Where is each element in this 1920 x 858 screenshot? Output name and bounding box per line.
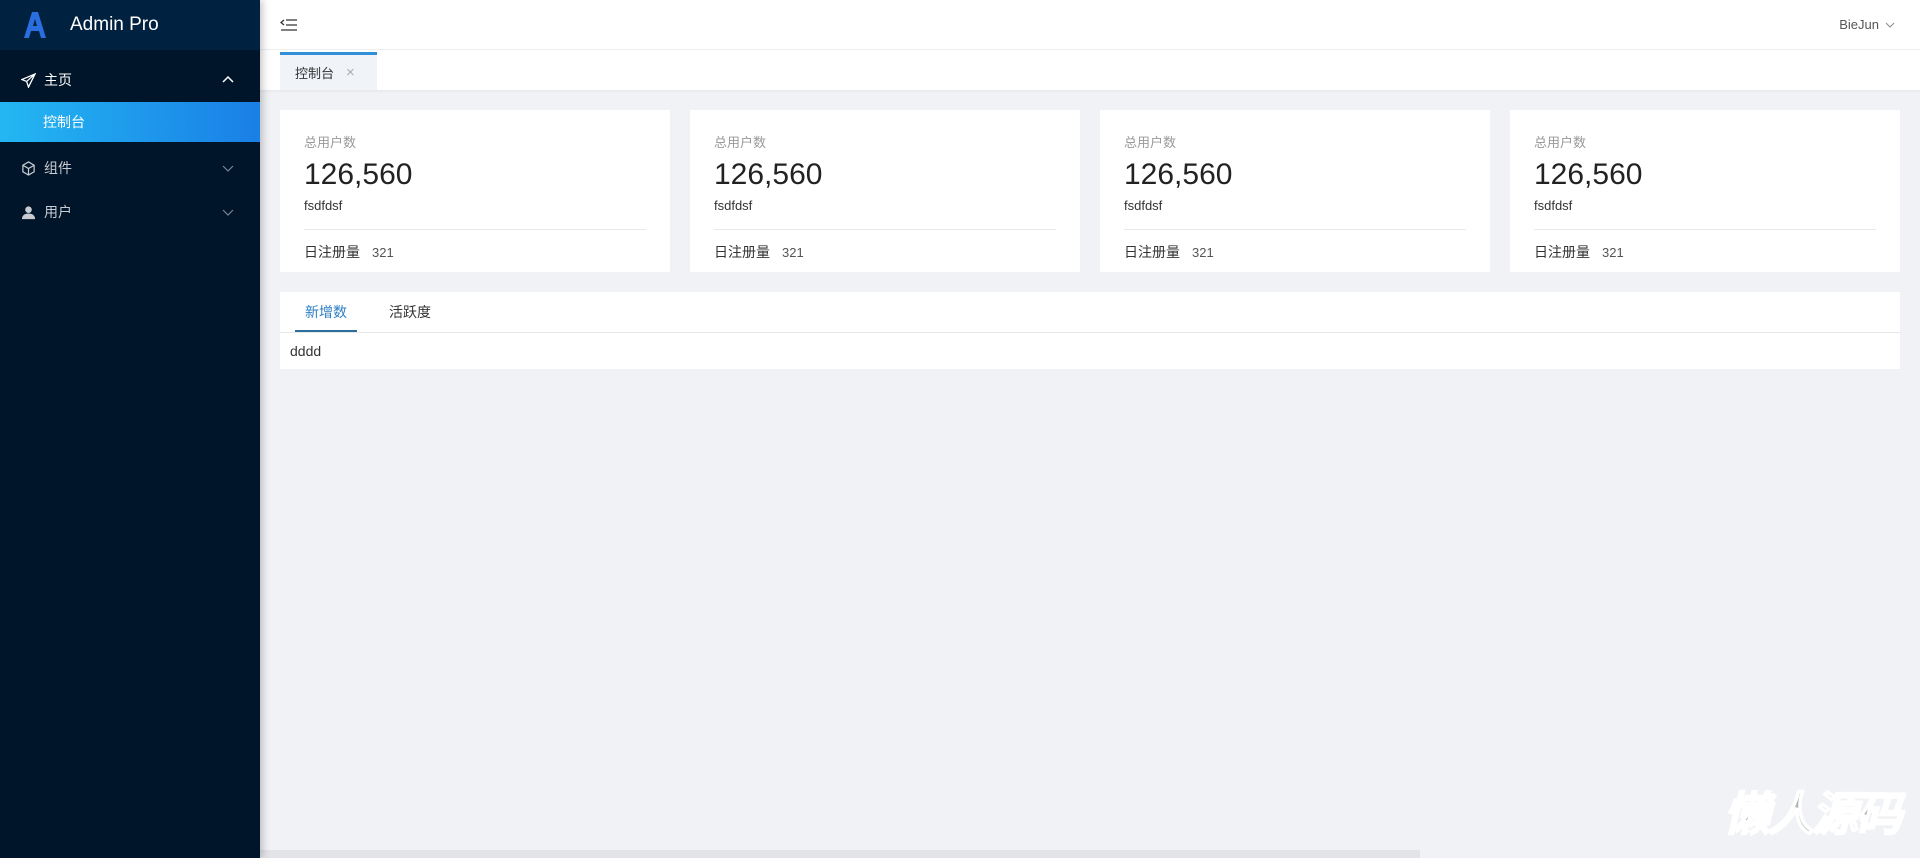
card-title: 总用户数 bbox=[1124, 135, 1177, 150]
card-foot-label: 日注册量 bbox=[1124, 244, 1180, 260]
card-sub: fsdfdsf bbox=[1124, 198, 1163, 213]
tab-bar: 控制台 × bbox=[260, 50, 1920, 90]
sidebar-item-label: 控制台 bbox=[43, 114, 85, 130]
card-value: 126,560 bbox=[1534, 158, 1643, 191]
menu-fold-icon[interactable] bbox=[280, 17, 298, 33]
divider bbox=[304, 229, 646, 230]
chevron-up-icon bbox=[222, 75, 234, 83]
stat-card: 总用户数 126,560 fsdfdsf 日注册量 321 bbox=[1100, 110, 1490, 272]
card-title: 总用户数 bbox=[1534, 135, 1587, 150]
close-icon[interactable]: × bbox=[346, 64, 355, 81]
sidebar-item-label: 组件 bbox=[44, 160, 72, 176]
tab-label: 控制台 bbox=[295, 66, 335, 81]
card-foot-value: 321 bbox=[372, 245, 394, 260]
tab-content: dddd bbox=[290, 343, 322, 359]
card-foot-label: 日注册量 bbox=[304, 244, 360, 260]
card-foot-value: 321 bbox=[782, 245, 804, 260]
horizontal-scrollbar[interactable] bbox=[260, 850, 1420, 858]
card-value: 126,560 bbox=[714, 158, 823, 191]
card-foot-label: 日注册量 bbox=[1534, 244, 1590, 260]
stat-cards: 总用户数 126,560 fsdfdsf 日注册量 321 总用户数 126,560 fsd… bbox=[280, 110, 1900, 272]
divider bbox=[1124, 229, 1466, 230]
tab-dashboard[interactable]: 控制台 × bbox=[280, 52, 377, 90]
watermark: 懒人源码 bbox=[1723, 787, 1903, 841]
divider bbox=[714, 229, 1056, 230]
paper-plane-icon bbox=[20, 72, 36, 88]
stat-card: 总用户数 126,560 fsdfdsf 日注册量 321 bbox=[280, 110, 670, 272]
logo[interactable]: Admin Pro bbox=[0, 0, 260, 50]
tabs-panel: 新增数 活跃度 dddd bbox=[280, 292, 1900, 369]
card-value: 126,560 bbox=[1124, 158, 1233, 191]
chevron-down-icon bbox=[1885, 22, 1895, 28]
chevron-down-icon bbox=[222, 209, 234, 216]
card-value: 126,560 bbox=[304, 158, 413, 191]
card-sub: fsdfdsf bbox=[304, 198, 343, 213]
header: BieJun bbox=[260, 0, 1920, 50]
stat-card: 总用户数 126,560 fsdfdsf 日注册量 321 bbox=[1510, 110, 1900, 272]
cube-icon bbox=[20, 160, 36, 176]
user-icon bbox=[20, 204, 36, 220]
username: BieJun bbox=[1839, 17, 1879, 32]
logo-icon bbox=[24, 12, 46, 38]
main-area: BieJun 控制台 × 总用户数 126,560 fsdfdsf 日注册量 321 总… bbox=[260, 0, 1920, 858]
app-title: Admin Pro bbox=[70, 14, 159, 35]
tab-activity[interactable]: 活跃度 bbox=[389, 304, 431, 320]
card-title: 总用户数 bbox=[304, 135, 357, 150]
card-sub: fsdfdsf bbox=[1534, 198, 1573, 213]
sidebar-item-label: 用户 bbox=[44, 204, 72, 220]
divider bbox=[1534, 229, 1876, 230]
sidebar-item-dashboard[interactable]: 控制台 bbox=[0, 102, 260, 142]
card-title: 总用户数 bbox=[714, 135, 767, 150]
stat-card: 总用户数 126,560 fsdfdsf 日注册量 321 bbox=[690, 110, 1080, 272]
sidebar-item-components[interactable]: 组件 bbox=[0, 146, 260, 190]
chevron-down-icon bbox=[222, 165, 234, 172]
user-menu[interactable]: BieJun bbox=[1839, 17, 1896, 32]
sidebar: Admin Pro 主页 控制台 组件 用户 bbox=[0, 0, 260, 858]
card-sub: fsdfdsf bbox=[714, 198, 753, 213]
sidebar-item-label: 主页 bbox=[44, 72, 72, 88]
card-foot-value: 321 bbox=[1192, 245, 1214, 260]
sidebar-item-home[interactable]: 主页 bbox=[0, 58, 260, 102]
card-foot-value: 321 bbox=[1602, 245, 1624, 260]
card-foot-label: 日注册量 bbox=[714, 244, 770, 260]
sidebar-item-users[interactable]: 用户 bbox=[0, 190, 260, 234]
tab-new-count[interactable]: 新增数 bbox=[295, 292, 357, 332]
